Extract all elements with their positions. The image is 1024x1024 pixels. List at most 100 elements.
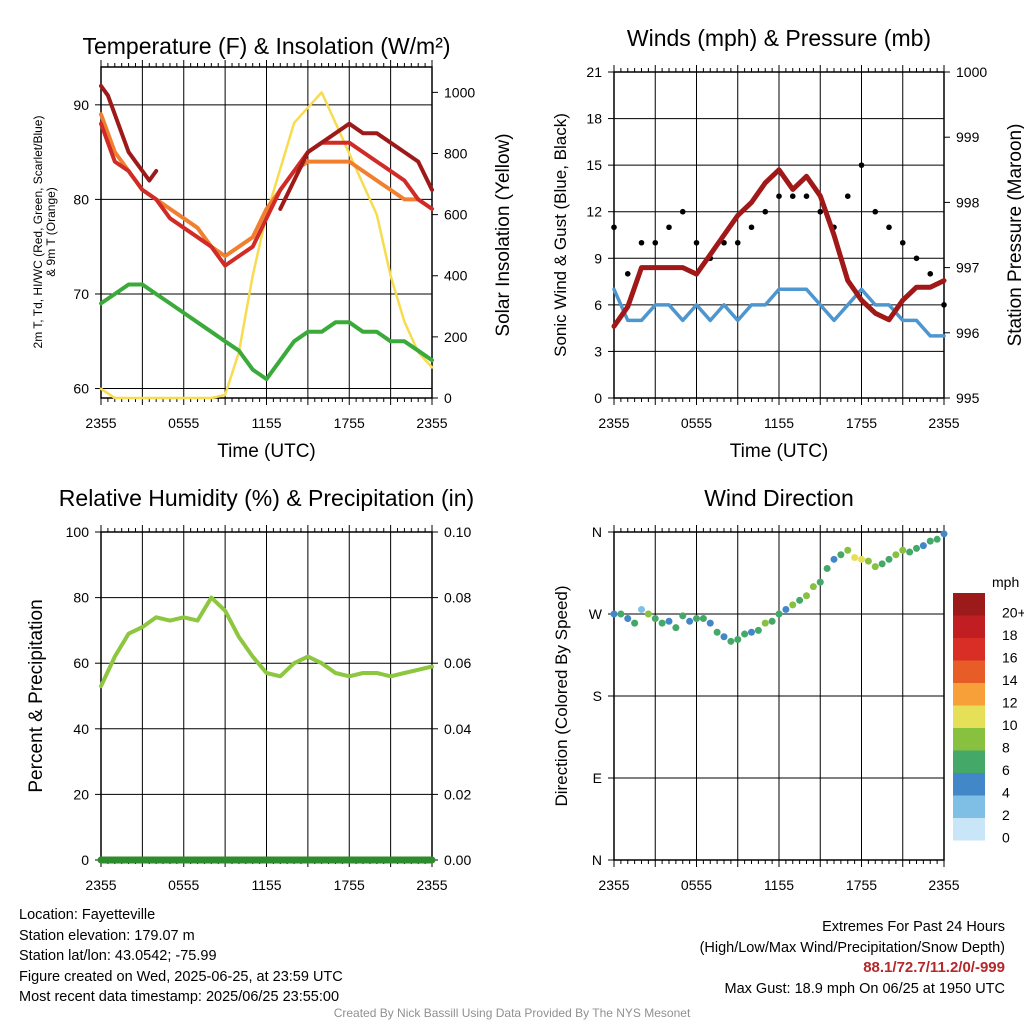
gust-point [844, 193, 851, 199]
direction-point [892, 551, 900, 559]
chart-panel-2: Winds (mph) & Pressure (mb) 0 3 6 9 12 15 18 21 2… [551, 25, 1024, 462]
y-tick-label: 100 [66, 524, 90, 540]
recent-text: Most recent data timestamp: 2025/06/25 2… [19, 989, 340, 1005]
dewpoint-line [99, 282, 434, 382]
direction-point [761, 619, 769, 627]
direction-point [906, 548, 914, 556]
gust-point [624, 271, 631, 277]
y-tick-label: 21 [586, 64, 602, 80]
y-axis-label-line1: 2m T, Td, HI/WC (Red, Green, Scarlet/Blu… [31, 116, 45, 349]
y-tick-label: S [593, 688, 602, 704]
legend-swatch [953, 705, 985, 728]
y-axis-label-line2: & 9m T (Orange) [44, 187, 58, 277]
direction-point [830, 555, 838, 563]
y-tick-label: 80 [73, 191, 89, 207]
x-tick-label: 1755 [846, 877, 877, 893]
y-tick-right-label: 997 [956, 260, 980, 276]
x-tick-label: 1155 [251, 415, 281, 431]
direction-point [816, 578, 824, 586]
direction-point [775, 610, 783, 618]
direction-point [658, 619, 666, 627]
chart-title: Winds (mph) & Pressure (mb) [627, 25, 931, 51]
station-pressure-line [611, 167, 947, 329]
y-axis-right-label: Station Pressure (Maroon) [1005, 124, 1024, 347]
direction-point [851, 554, 859, 562]
x-axis-label: Time (UTC) [730, 441, 829, 462]
legend-swatch [953, 818, 985, 841]
gust-point [817, 208, 824, 215]
x-tick-label: 0555 [681, 877, 712, 893]
x-tick-label: 0555 [168, 877, 199, 893]
chart-title: Temperature (F) & Insolation (W/m²) [82, 33, 450, 59]
legend-label: 10 [1002, 717, 1018, 733]
plot-frame [613, 71, 945, 399]
direction-point [933, 535, 941, 543]
y-tick-right-label: 800 [444, 145, 468, 161]
legend-swatch [953, 795, 985, 818]
chart-panel-1: Temperature (F) & Insolation (W/m²) 60 70 8… [31, 33, 514, 462]
gust-point [762, 208, 769, 215]
gust-point [652, 239, 659, 246]
direction-point [858, 555, 865, 563]
gust-point [872, 208, 879, 215]
direction-point [720, 633, 728, 641]
x-tick-label: 2355 [416, 877, 447, 893]
direction-point [803, 592, 810, 600]
y-tick-right-label: 0.06 [444, 655, 471, 671]
x-tick-label: 1155 [764, 415, 794, 431]
y-tick-label: 20 [73, 786, 89, 802]
legend-label: 0 [1002, 829, 1010, 845]
direction-point [638, 605, 645, 613]
y-tick-label: N [592, 852, 602, 868]
chart-title: Relative Humidity (%) & Precipitation (i… [59, 485, 474, 511]
direction-point [679, 612, 687, 620]
y-tick-label: 9 [594, 250, 602, 266]
x-tick-label: 1155 [764, 877, 794, 893]
gust-point [803, 193, 810, 199]
extremes-values: 88.1/72.7/11.2/0/-999 [863, 959, 1005, 976]
legend-swatch [953, 638, 985, 661]
meteogram-figure: Temperature (F) & Insolation (W/m²)60708… [26, 25, 1024, 893]
direction-point [686, 617, 694, 625]
y-tick-label: N [592, 524, 602, 540]
plot-frame [613, 531, 945, 861]
y-tick-right-label: 0.04 [444, 721, 471, 737]
legend-label: 6 [1002, 762, 1010, 778]
station-info: Location: Fayetteville Station elevation… [19, 905, 343, 1008]
legend-swatch [953, 750, 985, 773]
chart-panel-3: Relative Humidity (%) & Precipitation (i… [26, 485, 474, 893]
gust-point [638, 239, 645, 246]
x-tick-label: 0555 [681, 415, 712, 431]
direction-point [617, 610, 625, 618]
plot-frame [100, 66, 433, 399]
y-tick-label: 40 [73, 721, 89, 737]
y-tick-label: 12 [586, 204, 602, 220]
y-tick-label: 60 [73, 381, 89, 397]
legend-label: 16 [1002, 649, 1018, 665]
direction-point [885, 555, 893, 563]
y-axis-right-label: Solar Insolation (Yellow) [493, 133, 514, 336]
direction-point [693, 615, 700, 623]
x-tick-label: 2355 [85, 415, 116, 431]
elevation-text: Station elevation: 179.07 m [19, 927, 195, 944]
direction-point [754, 626, 762, 634]
chart-title: Wind Direction [704, 485, 854, 511]
legend-swatch [953, 593, 985, 616]
gust-point [611, 224, 617, 231]
legend-label: 8 [1002, 739, 1010, 755]
legend-title: mph [992, 574, 1019, 590]
y-tick-right-label: 1000 [444, 84, 475, 100]
y-tick-right-label: 1000 [956, 64, 987, 80]
legend-swatch [953, 660, 985, 683]
gust-point [748, 224, 755, 231]
gust-point [776, 193, 782, 199]
y-tick-right-label: 400 [444, 268, 468, 284]
direction-point [782, 605, 790, 613]
direction-point [768, 617, 776, 625]
direction-point [809, 583, 817, 591]
y-tick-right-label: 0.08 [444, 590, 471, 606]
direction-point [837, 551, 845, 559]
direction-point [878, 560, 886, 568]
gust-point [693, 239, 700, 246]
x-tick-label: 0555 [168, 415, 199, 431]
